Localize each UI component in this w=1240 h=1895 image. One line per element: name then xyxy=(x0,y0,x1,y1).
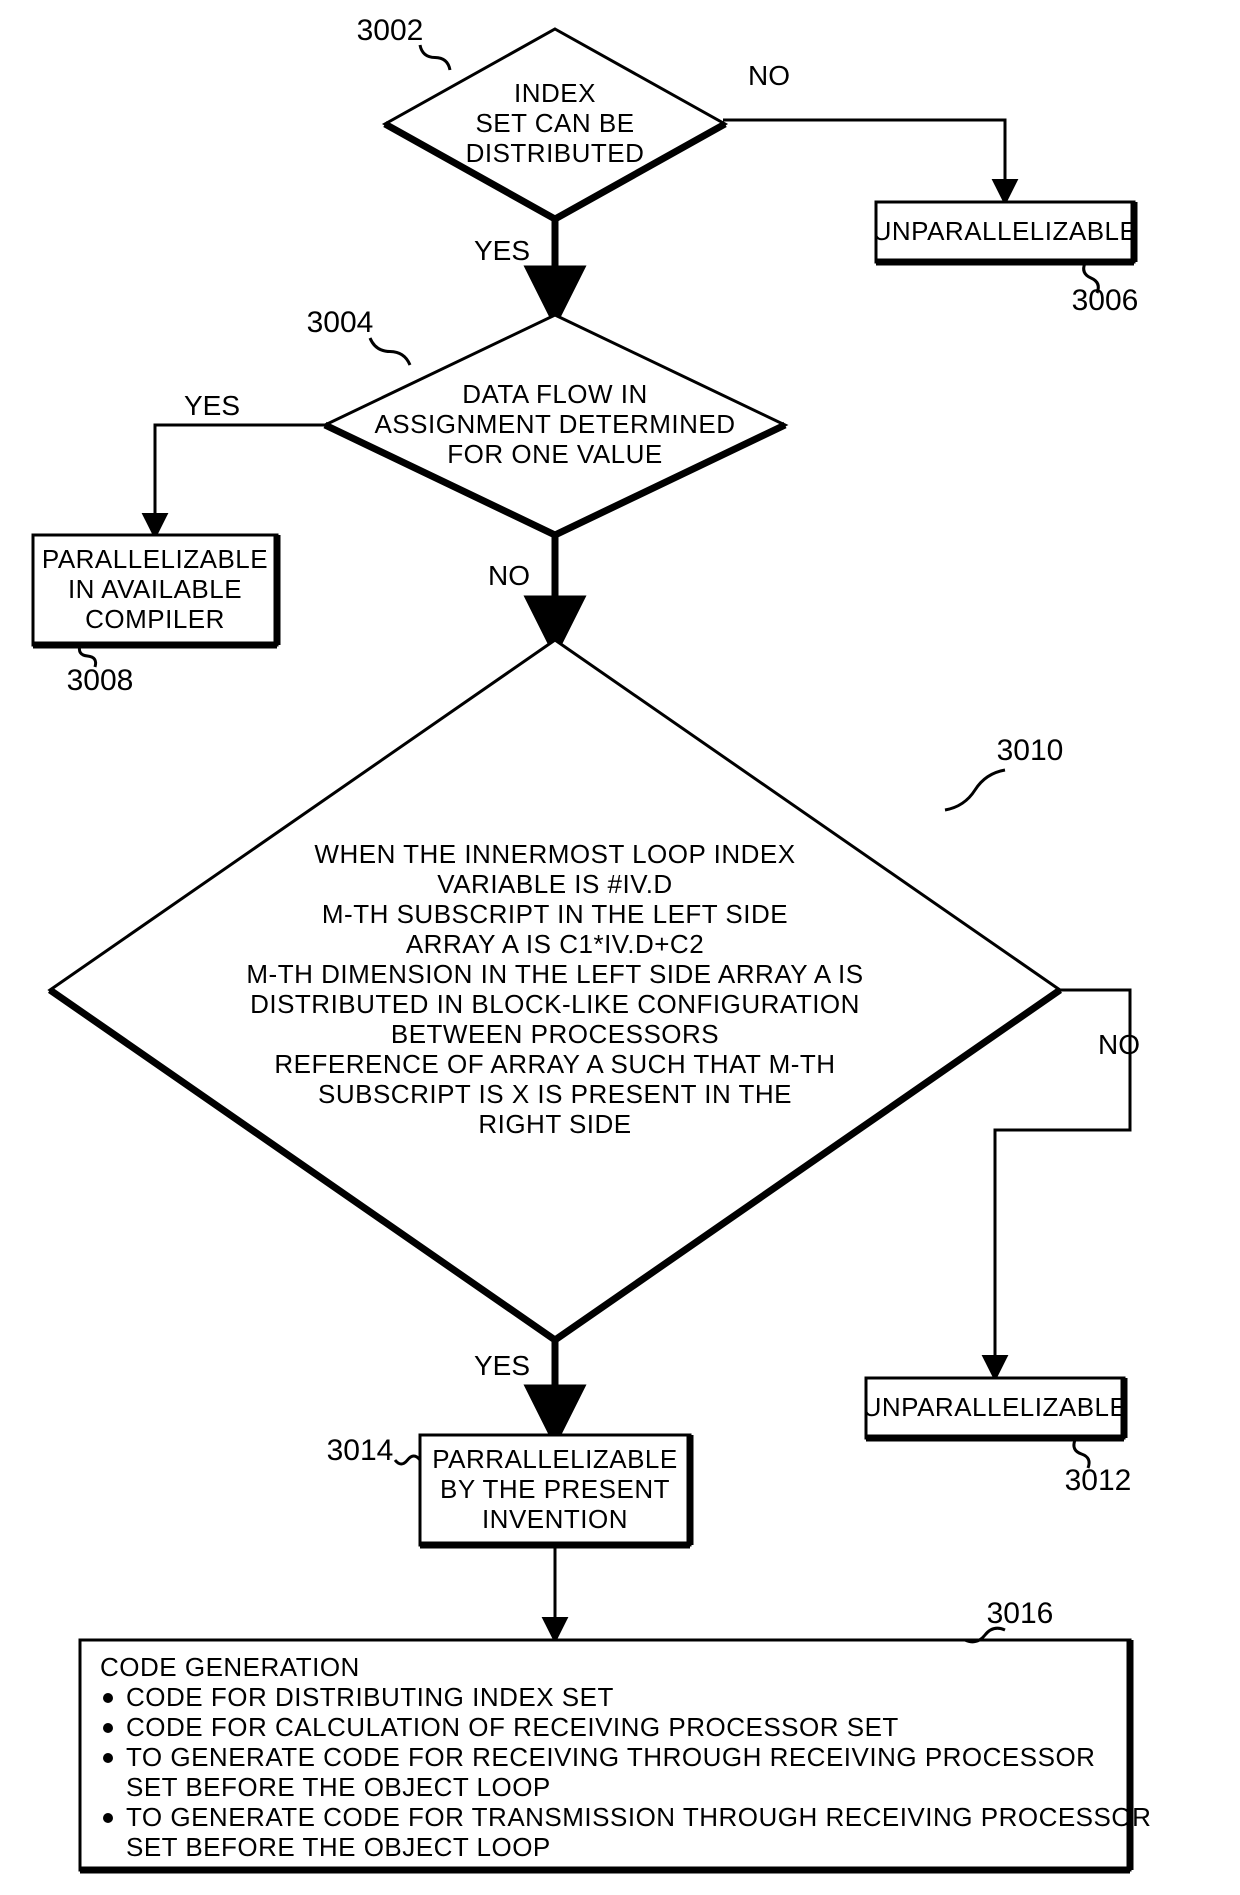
node-text-line: SET CAN BE xyxy=(475,108,634,138)
ref-leader xyxy=(945,770,1005,810)
bullet-dot xyxy=(103,1693,113,1703)
node-n3008: PARALLELIZABLEIN AVAILABLECOMPILER xyxy=(33,535,277,645)
bullet-text: TO GENERATE CODE FOR TRANSMISSION THROUG… xyxy=(126,1802,1151,1832)
ref-label-3006: 3006 xyxy=(1072,284,1139,317)
node-n3006: UNPARALLELIZABLE xyxy=(873,202,1138,262)
ref-leader xyxy=(370,338,410,365)
bullet-text: CODE FOR DISTRIBUTING INDEX SET xyxy=(126,1682,614,1712)
node-text-line: M-TH SUBSCRIPT IN THE LEFT SIDE xyxy=(322,899,788,929)
edge-label-4: NO xyxy=(1098,1029,1140,1060)
ref-label-3010: 3010 xyxy=(997,734,1064,767)
node-text-line: BETWEEN PROCESSORS xyxy=(391,1019,719,1049)
bullet-text: SET BEFORE THE OBJECT LOOP xyxy=(126,1772,551,1802)
node-text-line: ASSIGNMENT DETERMINED xyxy=(374,409,735,439)
node-text-line: PARRALLELIZABLE xyxy=(432,1444,677,1474)
bullet-text: SET BEFORE THE OBJECT LOOP xyxy=(126,1832,551,1862)
node-text-line: VARIABLE IS #IV.D xyxy=(437,869,672,899)
flowchart-diagram: INDEXSET CAN BEDISTRIBUTED DATA FLOW INAS… xyxy=(0,0,1240,1895)
node-text-line: RIGHT SIDE xyxy=(478,1109,631,1139)
node-text-line: FOR ONE VALUE xyxy=(447,439,663,469)
node-n3004: DATA FLOW INASSIGNMENT DETERMINEDFOR ONE… xyxy=(325,315,785,535)
bullet-text: CODE FOR CALCULATION OF RECEIVING PROCES… xyxy=(126,1712,899,1742)
node-text-line: INDEX xyxy=(514,78,596,108)
ref-label-3014: 3014 xyxy=(327,1434,394,1467)
bullet-text: TO GENERATE CODE FOR RECEIVING THROUGH R… xyxy=(126,1742,1095,1772)
bullet-dot xyxy=(103,1813,113,1823)
bullet-dot xyxy=(103,1753,113,1763)
node-text-line: DATA FLOW IN xyxy=(462,379,648,409)
node-n3014: PARRALLELIZABLEBY THE PRESENTINVENTION xyxy=(420,1435,690,1545)
ref-leader xyxy=(395,1456,420,1464)
node-n3016: CODE GENERATIONCODE FOR DISTRIBUTING IND… xyxy=(80,1640,1151,1870)
ref-label-3008: 3008 xyxy=(67,664,134,697)
node-n3012: UNPARALLELIZABLE xyxy=(863,1378,1128,1438)
node-n3010: WHEN THE INNERMOST LOOP INDEXVARIABLE IS… xyxy=(50,640,1060,1340)
ref-label-3016: 3016 xyxy=(987,1597,1054,1630)
node-text-line: REFERENCE OF ARRAY A SUCH THAT M-TH xyxy=(274,1049,835,1079)
node-text-line: DISTRIBUTED xyxy=(466,138,645,168)
node-text-line: SUBSCRIPT IS X IS PRESENT IN THE xyxy=(318,1079,792,1109)
edge-label-0: NO xyxy=(748,60,790,91)
node-text-line: DISTRIBUTED IN BLOCK-LIKE CONFIGURATION xyxy=(250,989,860,1019)
node-text-line: UNPARALLELIZABLE xyxy=(873,216,1138,246)
ref-label-3002: 3002 xyxy=(357,14,424,47)
edge-2 xyxy=(155,425,327,534)
node-text-line: BY THE PRESENT xyxy=(440,1474,670,1504)
node-text-line: IN AVAILABLE xyxy=(68,574,242,604)
node-text-line: INVENTION xyxy=(482,1504,628,1534)
node-text-line: ARRAY A IS C1*IV.D+C2 xyxy=(406,929,704,959)
node-title: CODE GENERATION xyxy=(100,1652,360,1682)
edge-label-1: YES xyxy=(474,235,530,266)
node-text-line: COMPILER xyxy=(85,604,225,634)
node-text-line: UNPARALLELIZABLE xyxy=(863,1392,1128,1422)
edge-label-3: NO xyxy=(488,560,530,591)
edge-label-2: YES xyxy=(184,390,240,421)
node-text-line: M-TH DIMENSION IN THE LEFT SIDE ARRAY A … xyxy=(246,959,863,989)
node-text-line: PARALLELIZABLE xyxy=(42,544,268,574)
ref-label-3004: 3004 xyxy=(307,306,374,339)
bullet-dot xyxy=(103,1723,113,1733)
edge-label-5: YES xyxy=(474,1350,530,1381)
node-text-line: WHEN THE INNERMOST LOOP INDEX xyxy=(314,839,795,869)
ref-leader xyxy=(420,45,450,70)
edge-0 xyxy=(723,120,1005,200)
ref-label-3012: 3012 xyxy=(1065,1464,1132,1497)
